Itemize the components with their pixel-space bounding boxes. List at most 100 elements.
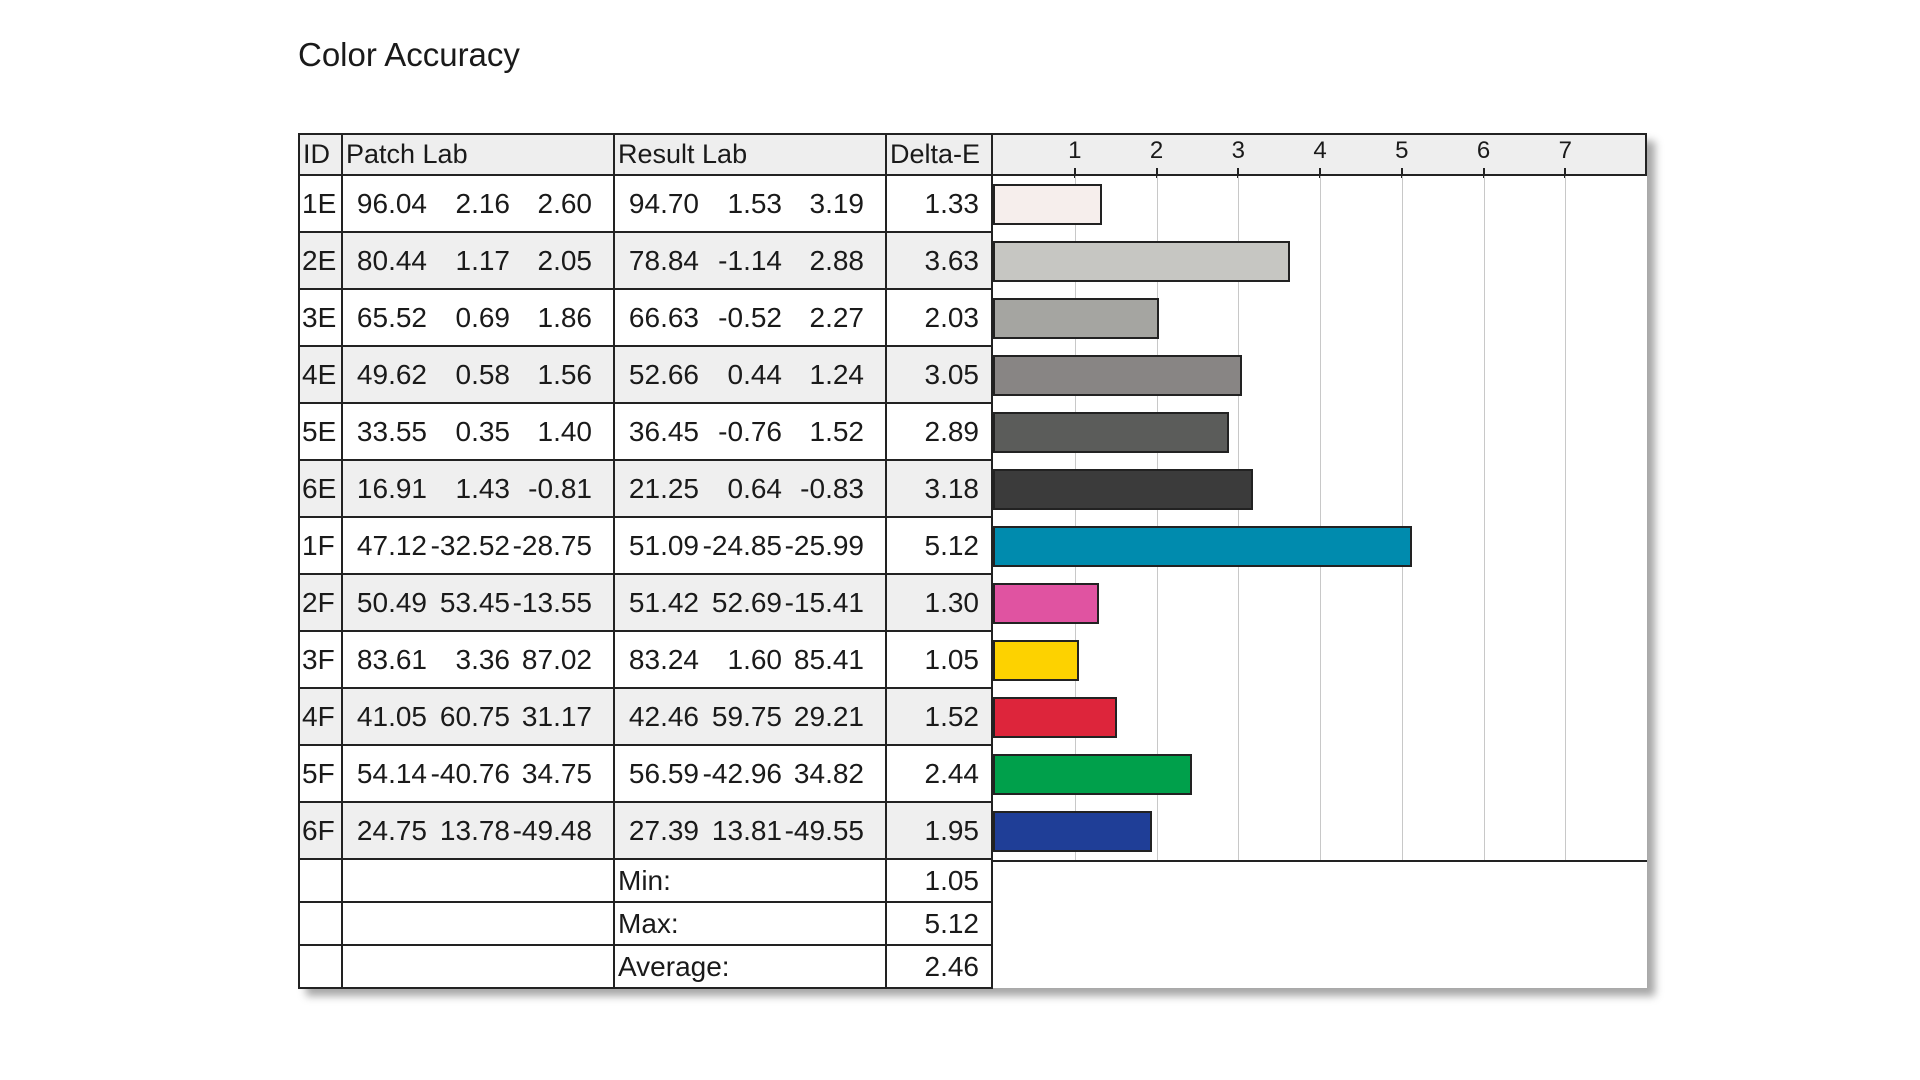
result-value: 56.59 <box>628 757 699 789</box>
axis-tick <box>1319 168 1321 178</box>
patch-value: 87.02 <box>521 643 592 675</box>
table-row: 3F 83.61 3.36 87.02 83.24 1.60 85.41 1.05 <box>298 632 993 689</box>
table-row: 1E 96.04 2.16 2.60 94.70 1.53 3.19 1.33 <box>298 176 993 233</box>
delta-e-value: 1.52 <box>887 689 993 744</box>
patch-value: 0.35 <box>455 415 511 447</box>
summary-label: Average: <box>615 946 887 987</box>
table-row: 4E 49.62 0.58 1.56 52.66 0.44 1.24 3.05 <box>298 347 993 404</box>
delta-e-bar-chart: 1 2 3 4 5 6 7 <box>993 133 1647 860</box>
header-delta-e: Delta-E <box>887 135 993 174</box>
row-id: 4E <box>298 347 343 402</box>
axis-tick-label: 4 <box>1313 137 1327 164</box>
result-value: -24.85 <box>702 529 782 561</box>
delta-e-value: 3.63 <box>887 233 993 288</box>
axis-tick-label: 6 <box>1476 137 1491 164</box>
gridline <box>1074 176 1076 860</box>
page-title: Color Accuracy <box>298 36 520 73</box>
result-value: 42.46 <box>628 700 699 732</box>
patch-value: 65.52 <box>356 301 427 333</box>
header-id: ID <box>298 135 343 174</box>
bar-4f <box>993 697 1118 738</box>
result-value: -25.99 <box>784 529 864 561</box>
patch-lab-cell: 50.49 53.45 -13.55 <box>343 575 615 630</box>
patch-value: 60.75 <box>439 700 510 732</box>
empty-cell <box>298 903 343 944</box>
patch-value: 1.86 <box>537 301 593 333</box>
patch-value: -49.48 <box>512 814 592 846</box>
axis-tick <box>1400 168 1403 178</box>
bar-2f <box>993 583 1100 624</box>
header-patch-lab: Patch Lab <box>343 135 615 174</box>
patch-lab-cell: 16.91 1.43 -0.81 <box>343 461 615 516</box>
patch-value: 24.75 <box>356 814 427 846</box>
bar-5e <box>993 412 1230 453</box>
result-value: 27.39 <box>628 814 699 846</box>
patch-value: 41.05 <box>356 700 427 732</box>
result-value: 2.27 <box>809 301 865 333</box>
patch-value: 31.17 <box>521 700 592 732</box>
patch-lab-cell: 83.61 3.36 87.02 <box>343 632 615 687</box>
result-value: 1.53 <box>727 187 783 219</box>
axis-tick <box>1482 168 1485 178</box>
table-row: 4F 41.05 60.75 31.17 42.46 59.75 29.21 1.52 <box>298 689 993 746</box>
gridline <box>1238 176 1240 860</box>
gridline <box>1320 176 1321 860</box>
bar-4e <box>993 355 1243 396</box>
summary-label: Max: <box>615 903 887 944</box>
axis-tick <box>1155 168 1158 178</box>
result-value: 52.69 <box>711 586 782 618</box>
axis-tick <box>1237 168 1240 178</box>
result-value: 0.44 <box>727 358 783 390</box>
result-value: -0.83 <box>800 472 864 504</box>
result-value: 66.63 <box>628 301 699 333</box>
axis-tick-label: 5 <box>1395 137 1409 164</box>
patch-value: 1.56 <box>537 358 593 390</box>
patch-value: 3.36 <box>455 643 511 675</box>
patch-value: 0.69 <box>455 301 511 333</box>
row-id: 5E <box>298 404 343 459</box>
table-row: 3E 65.52 0.69 1.86 66.63 -0.52 2.27 2.03 <box>298 290 993 347</box>
patch-value: 50.49 <box>356 586 427 618</box>
patch-value: 0.58 <box>455 358 511 390</box>
row-id: 2E <box>298 233 343 288</box>
axis-tick <box>1564 168 1567 178</box>
result-value: 52.66 <box>628 358 699 390</box>
patch-value: 13.78 <box>439 814 510 846</box>
patch-value: 47.12 <box>356 529 427 561</box>
empty-cell <box>298 860 343 901</box>
patch-value: -28.75 <box>512 529 592 561</box>
result-value: -1.14 <box>718 244 782 276</box>
patch-value: 54.14 <box>356 757 427 789</box>
patch-lab-cell: 33.55 0.35 1.40 <box>343 404 615 459</box>
row-id: 6E <box>298 461 343 516</box>
summary-row: Min: 1.05 <box>298 860 993 903</box>
patch-value: -0.81 <box>528 472 592 504</box>
patch-value: 53.45 <box>439 586 510 618</box>
result-value: 83.24 <box>628 643 699 675</box>
empty-cell <box>343 860 615 901</box>
row-id: 2F <box>298 575 343 630</box>
result-value: 51.42 <box>628 586 699 618</box>
patch-value: 1.43 <box>455 472 511 504</box>
bar-2e <box>993 241 1290 282</box>
result-value: 1.52 <box>809 415 865 447</box>
result-lab-cell: 83.24 1.60 85.41 <box>615 632 887 687</box>
result-value: -0.76 <box>718 415 782 447</box>
result-value: 1.60 <box>727 643 783 675</box>
result-lab-cell: 51.42 52.69 -15.41 <box>615 575 887 630</box>
delta-e-value: 1.05 <box>887 632 993 687</box>
axis-tick-label: 1 <box>1068 137 1082 164</box>
result-lab-cell: 56.59 -42.96 34.82 <box>615 746 887 801</box>
header-result-lab: Result Lab <box>615 135 887 174</box>
result-value: 34.82 <box>793 757 864 789</box>
patch-lab-cell: 49.62 0.58 1.56 <box>343 347 615 402</box>
delta-e-value: 2.89 <box>887 404 993 459</box>
bar-3e <box>993 298 1159 339</box>
patch-value: 1.40 <box>537 415 593 447</box>
patch-value: 33.55 <box>356 415 427 447</box>
patch-lab-cell: 96.04 2.16 2.60 <box>343 176 615 231</box>
axis-tick <box>1073 168 1076 178</box>
result-lab-cell: 27.39 13.81 -49.55 <box>615 803 887 858</box>
result-lab-cell: 51.09 -24.85 -25.99 <box>615 518 887 573</box>
